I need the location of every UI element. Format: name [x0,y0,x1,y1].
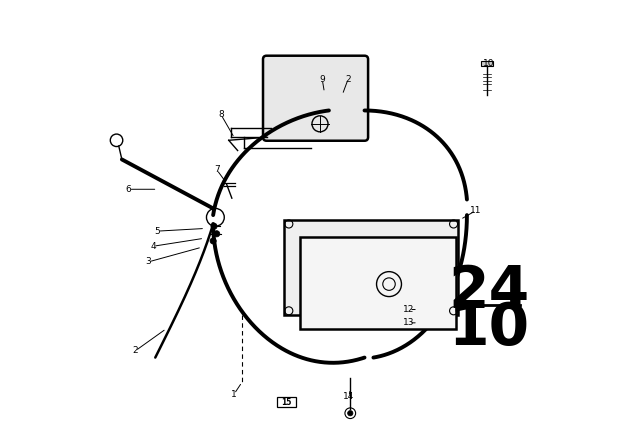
Circle shape [413,320,419,326]
Text: 1: 1 [231,390,237,399]
Text: 10: 10 [483,59,495,68]
Text: 2: 2 [345,75,351,84]
Text: 13: 13 [403,319,415,327]
Text: 7: 7 [214,165,220,174]
Text: 8: 8 [218,110,224,120]
FancyBboxPatch shape [263,56,368,141]
Text: 11: 11 [470,206,481,215]
Circle shape [211,223,217,229]
Circle shape [413,308,419,314]
Bar [481,61,493,66]
Text: 15: 15 [282,397,292,407]
Text: 24: 24 [449,263,530,320]
Text: 4: 4 [150,242,156,251]
Text: 14: 14 [343,392,355,401]
Text: 5: 5 [155,227,161,236]
Circle shape [214,231,220,237]
Circle shape [348,410,353,416]
Circle shape [210,238,216,244]
Text: 6: 6 [125,185,131,194]
Text: 12: 12 [403,305,415,314]
Bar [300,237,456,329]
Bar [284,220,458,315]
Text: 10: 10 [449,300,530,357]
Text: 2: 2 [132,346,138,355]
FancyBboxPatch shape [277,397,296,407]
Text: 9: 9 [319,75,325,84]
Text: 3: 3 [146,257,152,267]
